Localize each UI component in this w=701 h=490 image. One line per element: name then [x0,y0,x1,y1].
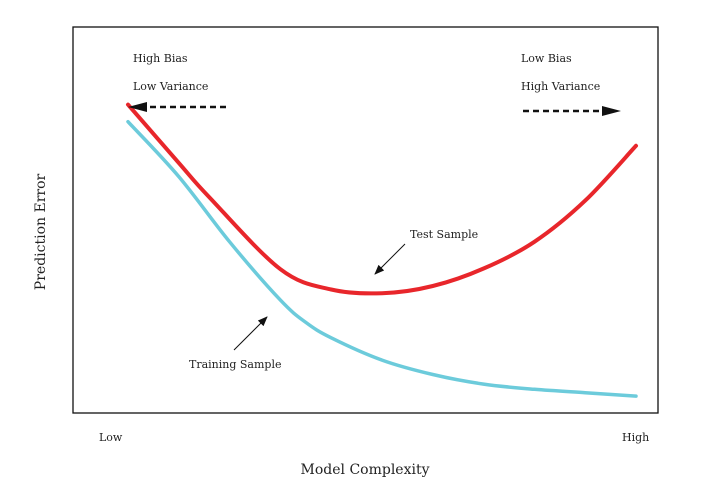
right-annotation-line2: High Variance [521,80,600,93]
x-tick-high: High [622,431,649,444]
right-annotation-line1: Low Bias [521,52,572,65]
test-sample-label: Test Sample [410,228,478,241]
left-dashed-arrow-icon [128,102,226,112]
x-tick-low: Low [99,431,123,444]
x-axis-label: Model Complexity [301,462,430,478]
right-dashed-arrow-icon [523,106,621,116]
test-sample-pointer-icon [374,243,406,275]
plot-frame [72,26,659,414]
training-sample-curve [126,119,638,398]
left-annotation-line2: Low Variance [133,80,208,93]
y-axis-label: Prediction Error [33,173,49,290]
training-sample-pointer-icon [233,316,268,351]
training-sample-label: Training Sample [189,358,282,371]
left-annotation-line1: High Bias [133,52,188,65]
test-sample-curve [126,102,638,296]
